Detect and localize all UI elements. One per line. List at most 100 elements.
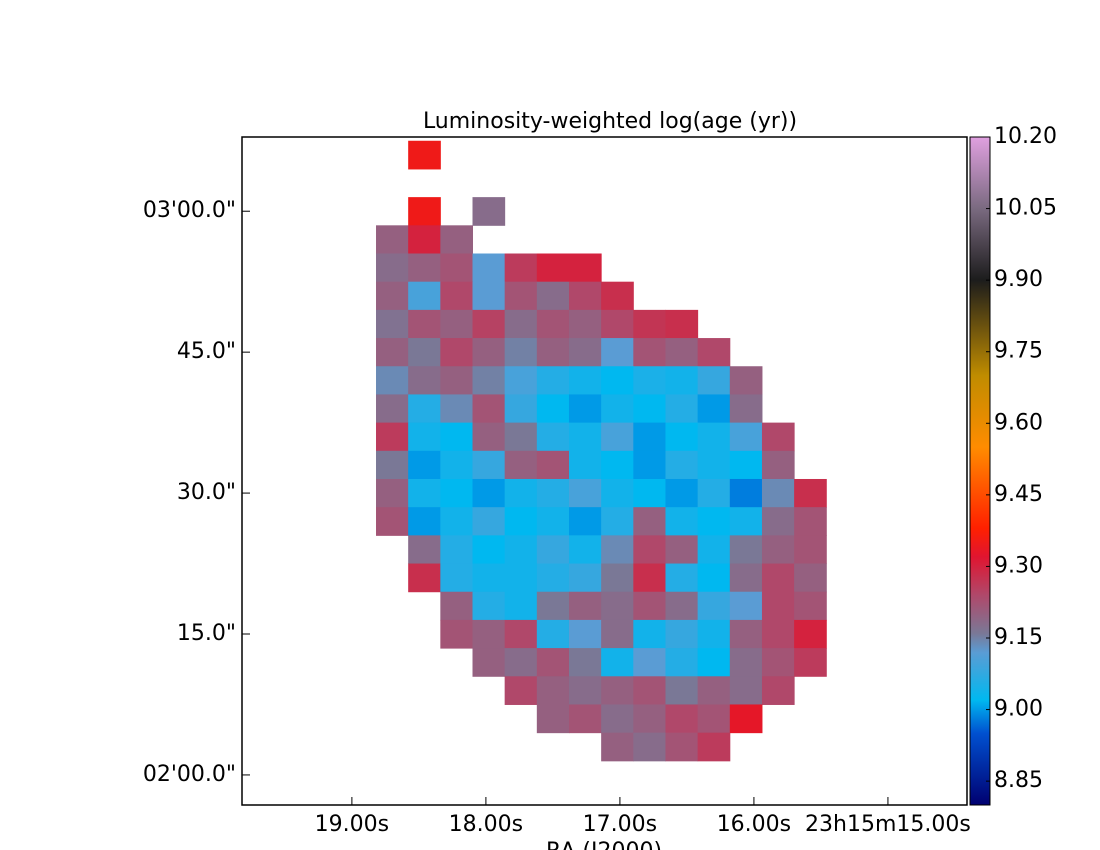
pixel-cell xyxy=(665,591,699,621)
pixel-cell xyxy=(504,253,538,283)
pixel-cell xyxy=(568,366,602,395)
pixel-cell xyxy=(601,648,634,677)
pixel-cell xyxy=(633,478,666,508)
colorbar-tick-label: 9.30 xyxy=(994,553,1043,578)
pixel-cell xyxy=(568,676,602,705)
pixel-cell xyxy=(697,450,731,480)
pixel-cell xyxy=(697,535,731,565)
pixel-cell xyxy=(568,281,602,311)
pixel-cell xyxy=(408,422,441,452)
pixel-cell xyxy=(729,648,763,677)
pixel-cell xyxy=(472,450,506,480)
pixel-cell xyxy=(633,450,666,480)
pixel-cell xyxy=(697,338,731,367)
pixel-cell xyxy=(472,619,506,649)
pixel-cell xyxy=(472,338,506,367)
pixel-cell xyxy=(376,225,409,255)
pixel-cell xyxy=(761,648,795,677)
pixel-cell xyxy=(568,619,602,649)
pixel-cell xyxy=(729,394,763,424)
pixel-cell xyxy=(761,676,795,705)
pixel-cell xyxy=(729,422,763,452)
pixel-cell xyxy=(601,563,634,593)
x-tick-label: 18.00s xyxy=(449,812,523,837)
pixel-cell xyxy=(601,450,634,480)
pixel-cell xyxy=(376,253,409,283)
pixel-cell xyxy=(536,648,570,677)
pixel-cell xyxy=(536,591,570,621)
pixel-cell xyxy=(601,478,634,508)
pixel-cell xyxy=(408,394,441,424)
pixel-cell xyxy=(697,478,731,508)
pixel-cell xyxy=(472,366,506,395)
pixel-cell xyxy=(633,732,666,762)
pixel-cell xyxy=(697,704,731,734)
pixel-cell xyxy=(440,253,473,283)
pixel-cell xyxy=(633,338,666,367)
colorbar-tick-label: 9.90 xyxy=(994,267,1043,292)
pixel-cell xyxy=(504,507,538,536)
pixel-cell xyxy=(440,507,473,536)
pixel-cell xyxy=(472,281,506,311)
pixel-cell xyxy=(440,563,473,593)
pixel-cell xyxy=(408,535,441,565)
pixel-cell xyxy=(408,140,441,170)
pixel-cell xyxy=(601,732,634,762)
pixel-cell xyxy=(408,197,441,226)
pixel-cell xyxy=(633,535,666,565)
pixel-cell xyxy=(568,253,602,283)
pixel-cell xyxy=(376,478,409,508)
pixel-cell xyxy=(408,478,441,508)
pixel-cell xyxy=(794,478,827,508)
pixel-cell xyxy=(568,309,602,339)
pixel-cell xyxy=(536,507,570,536)
pixel-cell xyxy=(568,704,602,734)
x-tick-label: 16.00s xyxy=(717,812,791,837)
pixel-cell xyxy=(729,704,763,734)
pixel-cell xyxy=(601,338,634,367)
y-tick-label: 30.0" xyxy=(177,480,236,505)
pixel-cell xyxy=(665,535,699,565)
pixel-cell xyxy=(665,394,699,424)
pixel-cell xyxy=(504,450,538,480)
pixel-cell xyxy=(665,422,699,452)
pixel-cell xyxy=(697,648,731,677)
pixel-cell xyxy=(440,478,473,508)
pixel-cell xyxy=(601,394,634,424)
pixel-cell xyxy=(633,563,666,593)
colorbar-tick-label: 9.15 xyxy=(994,625,1043,650)
pixel-cell xyxy=(408,309,441,339)
pixel-cell xyxy=(601,676,634,705)
pixel-cell xyxy=(665,309,699,339)
pixel-cell xyxy=(633,676,666,705)
pixel-cell xyxy=(601,281,634,311)
pixel-cell xyxy=(440,309,473,339)
pixel-cell xyxy=(504,394,538,424)
pixel-cell xyxy=(601,535,634,565)
pixel-cell xyxy=(440,450,473,480)
pixel-cell xyxy=(504,478,538,508)
pixel-cell xyxy=(408,366,441,395)
pixel-cell xyxy=(376,450,409,480)
pixel-cell xyxy=(504,366,538,395)
pixel-cell xyxy=(440,422,473,452)
pixel-cell xyxy=(665,648,699,677)
colorbar-tick-label: 8.85 xyxy=(994,768,1043,793)
pixel-cell xyxy=(697,732,731,762)
pixel-cell xyxy=(633,366,666,395)
pixel-cell xyxy=(376,309,409,339)
pixel-cell xyxy=(504,591,538,621)
pixel-cell xyxy=(729,535,763,565)
pixel-cell xyxy=(376,394,409,424)
pixel-cell xyxy=(568,450,602,480)
pixel-cell xyxy=(536,450,570,480)
pixel-cell xyxy=(440,338,473,367)
pixel-cell xyxy=(633,648,666,677)
pixel-cell xyxy=(472,507,506,536)
pixel-cell xyxy=(408,225,441,255)
pixel-cell xyxy=(440,394,473,424)
pixel-cell xyxy=(601,704,634,734)
pixel-cell xyxy=(568,591,602,621)
pixel-cell xyxy=(697,563,731,593)
pixel-cell xyxy=(568,338,602,367)
